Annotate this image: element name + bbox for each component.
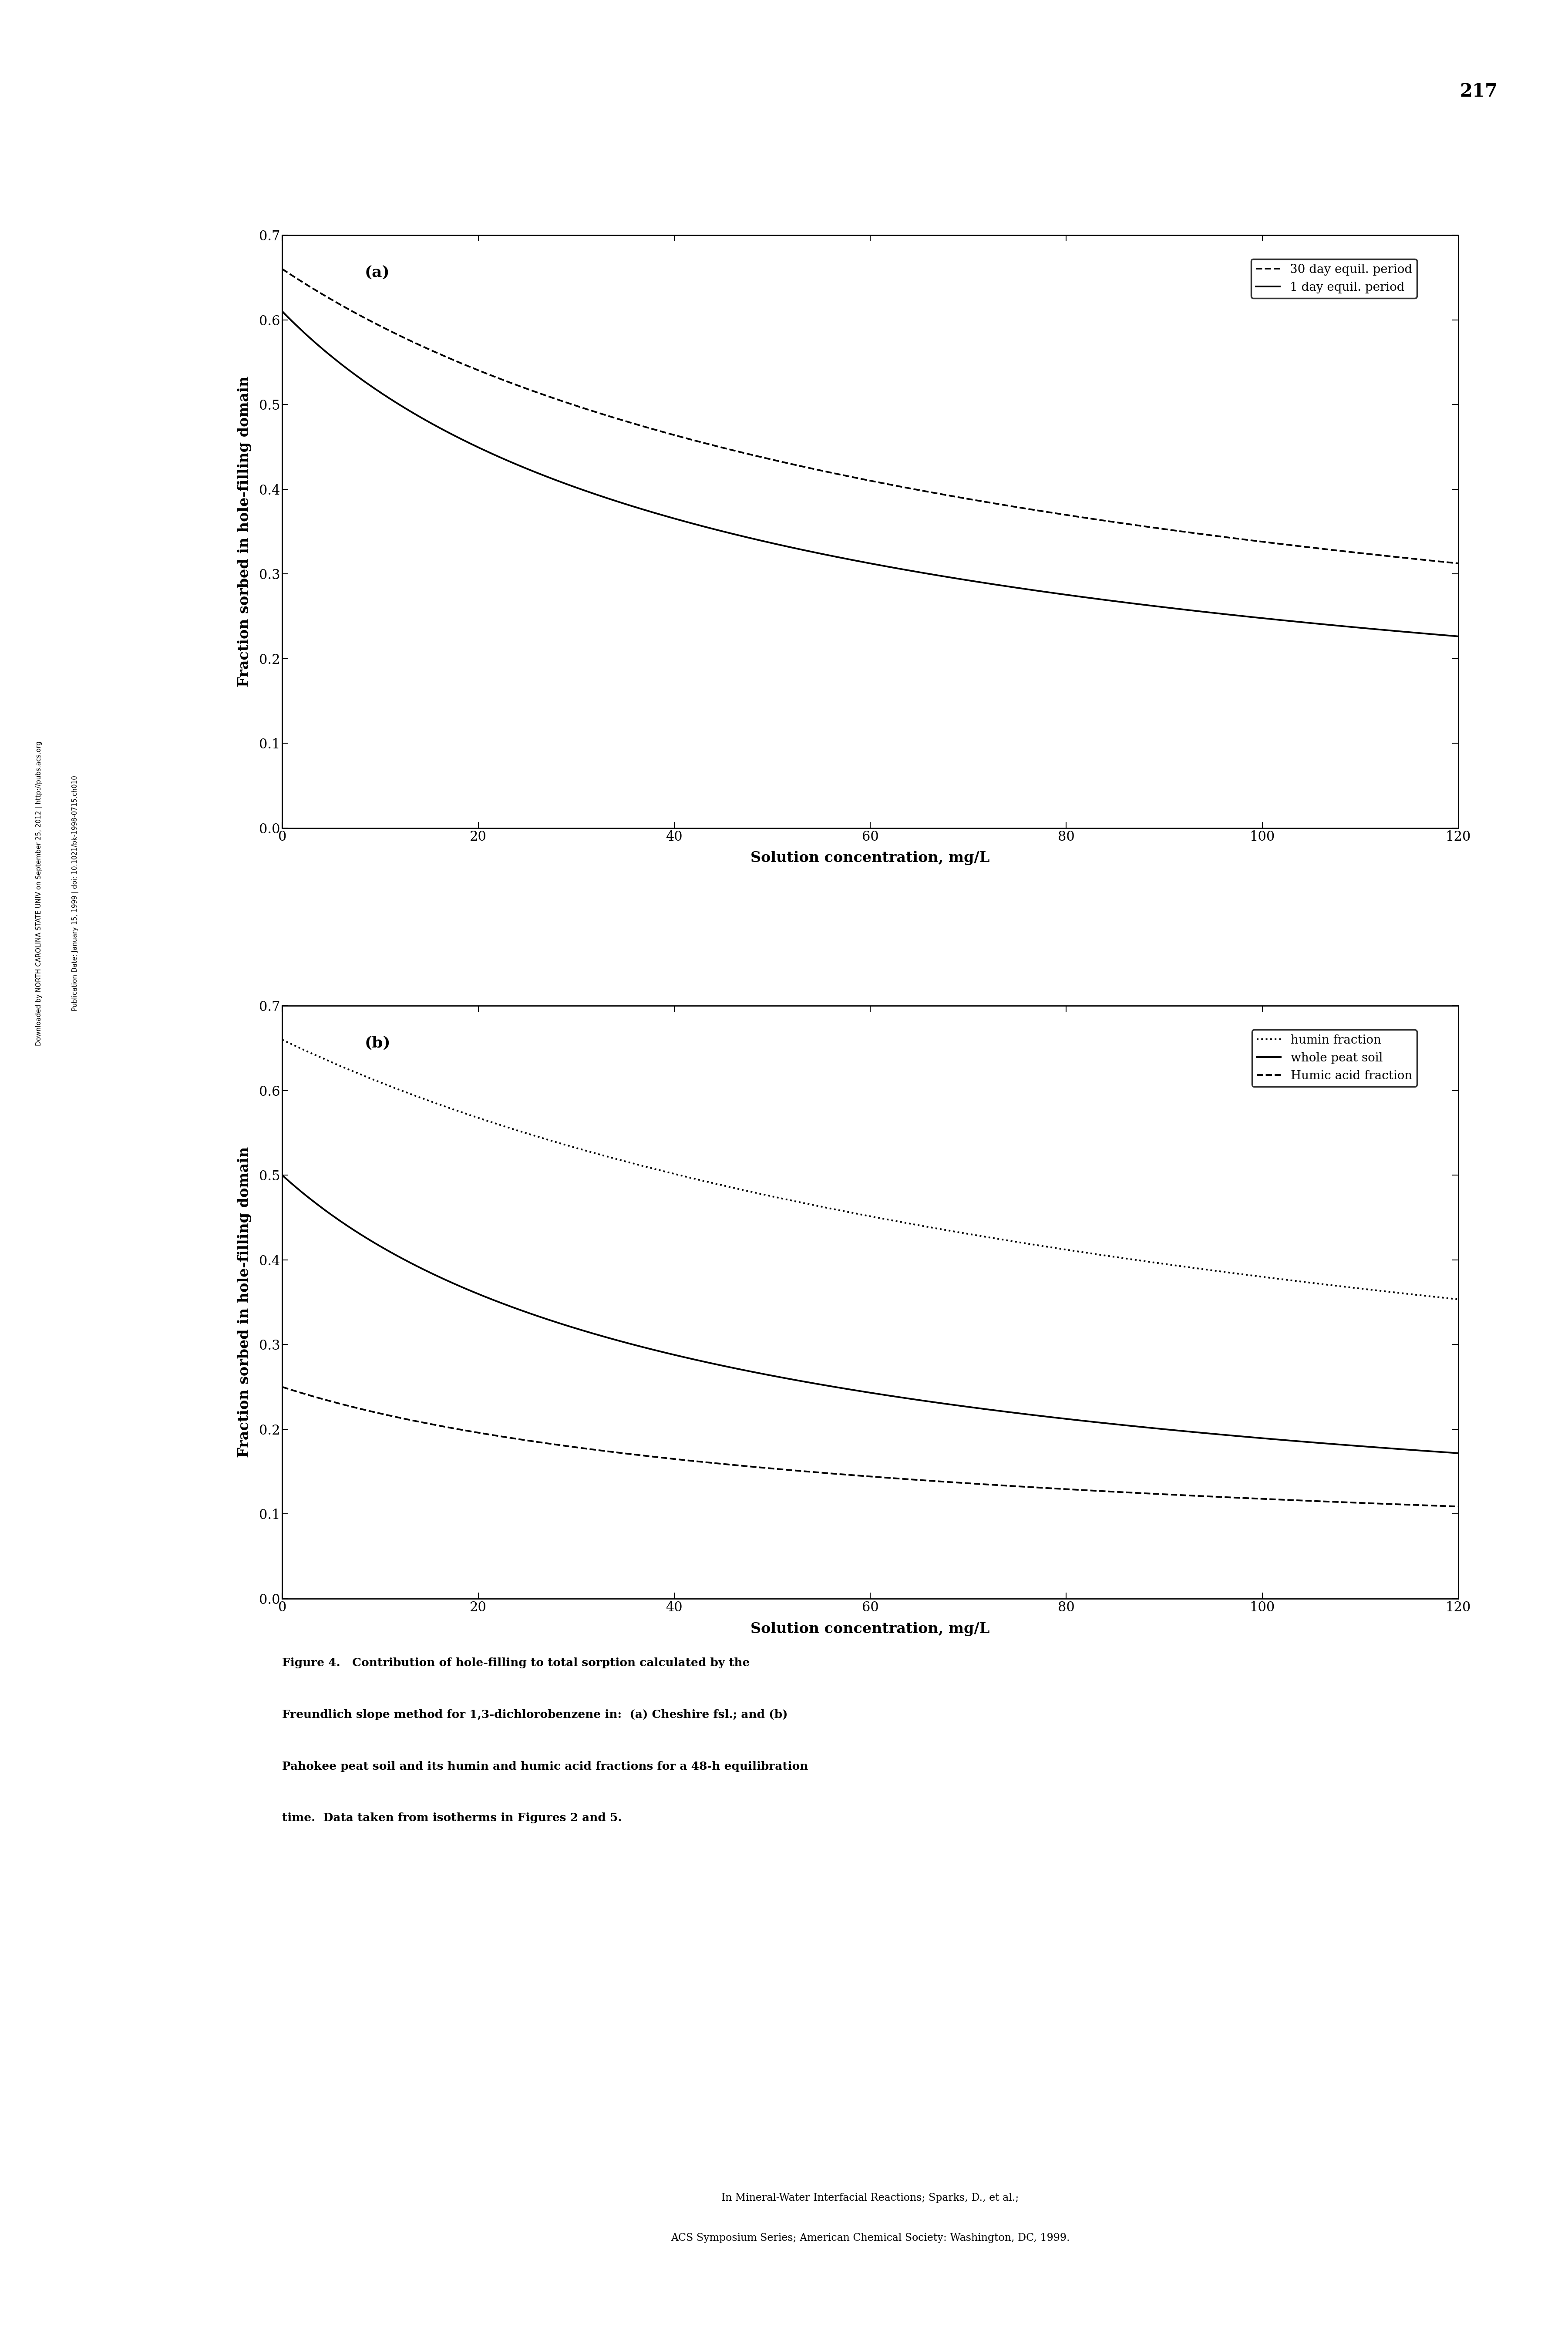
Text: Downloaded by NORTH CAROLINA STATE UNIV on September 25, 2012 | http://pubs.acs.: Downloaded by NORTH CAROLINA STATE UNIV … [36,741,42,1046]
Text: 217: 217 [1460,82,1497,101]
Y-axis label: Fraction sorbed in hole-filling domain: Fraction sorbed in hole-filling domain [237,376,252,686]
Text: (b): (b) [364,1034,390,1051]
Legend: humin fraction, whole peat soil, Humic acid fraction: humin fraction, whole peat soil, Humic a… [1251,1030,1417,1086]
Legend: 30 day equil. period, 1 day equil. period: 30 day equil. period, 1 day equil. perio… [1251,259,1417,299]
Text: (a): (a) [364,266,390,280]
X-axis label: Solution concentration, mg/L: Solution concentration, mg/L [751,851,989,865]
Text: Figure 4.   Contribution of hole-filling to total sorption calculated by the: Figure 4. Contribution of hole-filling t… [282,1657,750,1669]
Text: ACS Symposium Series; American Chemical Society: Washington, DC, 1999.: ACS Symposium Series; American Chemical … [671,2233,1069,2243]
Text: Pahokee peat soil and its humin and humic acid fractions for a 48-h equilibratio: Pahokee peat soil and its humin and humi… [282,1761,808,1773]
Text: Freundlich slope method for 1,3-dichlorobenzene in:  (a) Cheshire fsl.; and (b): Freundlich slope method for 1,3-dichloro… [282,1709,787,1721]
Text: Publication Date: January 15, 1999 | doi: 10.1021/bk-1998-0715.ch010: Publication Date: January 15, 1999 | doi… [72,776,78,1011]
Text: In Mineral-Water Interfacial Reactions; Sparks, D., et al.;: In Mineral-Water Interfacial Reactions; … [721,2193,1019,2203]
Y-axis label: Fraction sorbed in hole-filling domain: Fraction sorbed in hole-filling domain [237,1147,252,1458]
X-axis label: Solution concentration, mg/L: Solution concentration, mg/L [751,1622,989,1636]
Text: time.  Data taken from isotherms in Figures 2 and 5.: time. Data taken from isotherms in Figur… [282,1813,622,1824]
